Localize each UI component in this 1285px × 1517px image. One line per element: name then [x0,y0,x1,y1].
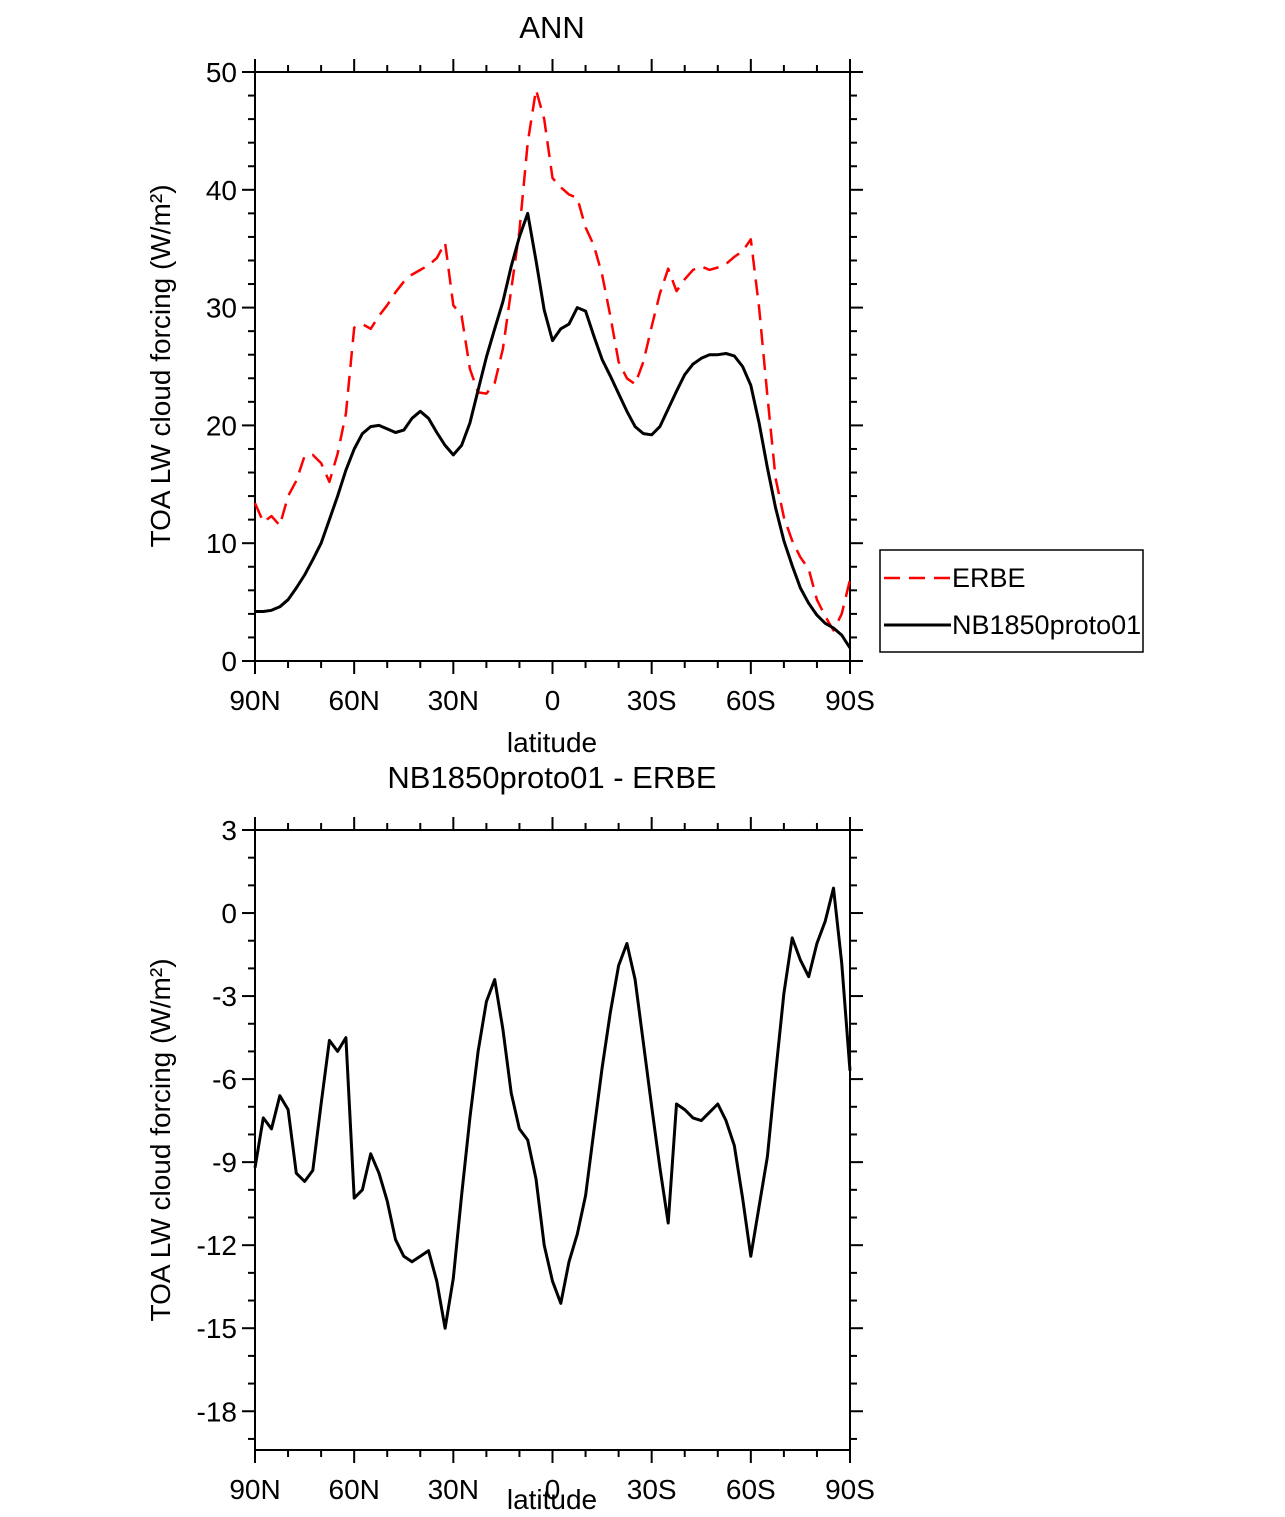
x-tick-label: 30N [428,1474,479,1505]
y-tick-label: -12 [197,1230,237,1261]
y-tick-label: -3 [212,981,237,1012]
series-line-nb1850proto01 [255,211,852,649]
y-tick-label: 3 [221,815,237,846]
legend: ERBE NB1850proto01 [879,549,1144,653]
chart-ann-title: ANN [519,10,584,45]
x-tick-label: 30N [428,685,479,716]
legend-nb1850proto01-label: NB1850proto01 [952,610,1141,640]
x-tick-label: 60S [726,685,776,716]
chart-diff-x-axis-label: latitude [507,1484,597,1515]
y-tick-label: 10 [206,528,237,559]
x-tick-label: 30S [627,1474,677,1505]
y-tick-label: 20 [206,410,237,441]
x-tick-label: 0 [545,1474,561,1505]
plot-frame [254,71,851,662]
y-tick-label: 0 [221,898,237,929]
x-tick-label: 60N [329,685,380,716]
y-tick-label: 30 [206,293,237,324]
x-tick-label: 0 [545,685,561,716]
y-tick-label: 40 [206,175,237,206]
y-tick-label: -15 [197,1313,237,1344]
x-tick-label: 60S [726,1474,776,1505]
y-tick-label: 50 [206,57,237,88]
legend-box [879,549,1144,653]
chart-ann-plot: 90N 60N 30N 0 30S 60S 90S 0 10 20 30 40 50 [206,57,875,716]
x-tick-label: 30S [627,685,677,716]
x-tick-label: 90S [825,685,875,716]
x-tick-label: 90N [229,1474,280,1505]
y-tick-label: -9 [212,1147,237,1178]
x-tick-label: 60N [329,1474,380,1505]
series-line-nb1850proto01-erbe [253,886,852,1330]
y-tick-label: 0 [221,646,237,677]
series-line-erbe [253,88,852,632]
chart-ann-y-axis-label: TOA LW cloud forcing (W/m²) [145,184,176,547]
y-tick-label: -18 [197,1396,237,1427]
chart-diff-y-axis-label: TOA LW cloud forcing (W/m²) [145,958,176,1321]
chart-ann-x-axis-label: latitude [507,727,597,758]
y-tick-label: -6 [212,1064,237,1095]
plot-frame [254,829,851,1451]
chart-diff-plot: 90N 60N 30N 0 30S 60S 90S -18 -15 -12 -9 -6 -3 0 3 [197,815,875,1505]
chart-diff-title: NB1850proto01 - ERBE [387,760,716,795]
x-tick-label: 90S [825,1474,875,1505]
legend-erbe-label: ERBE [952,563,1026,593]
x-tick-label: 90N [229,685,280,716]
